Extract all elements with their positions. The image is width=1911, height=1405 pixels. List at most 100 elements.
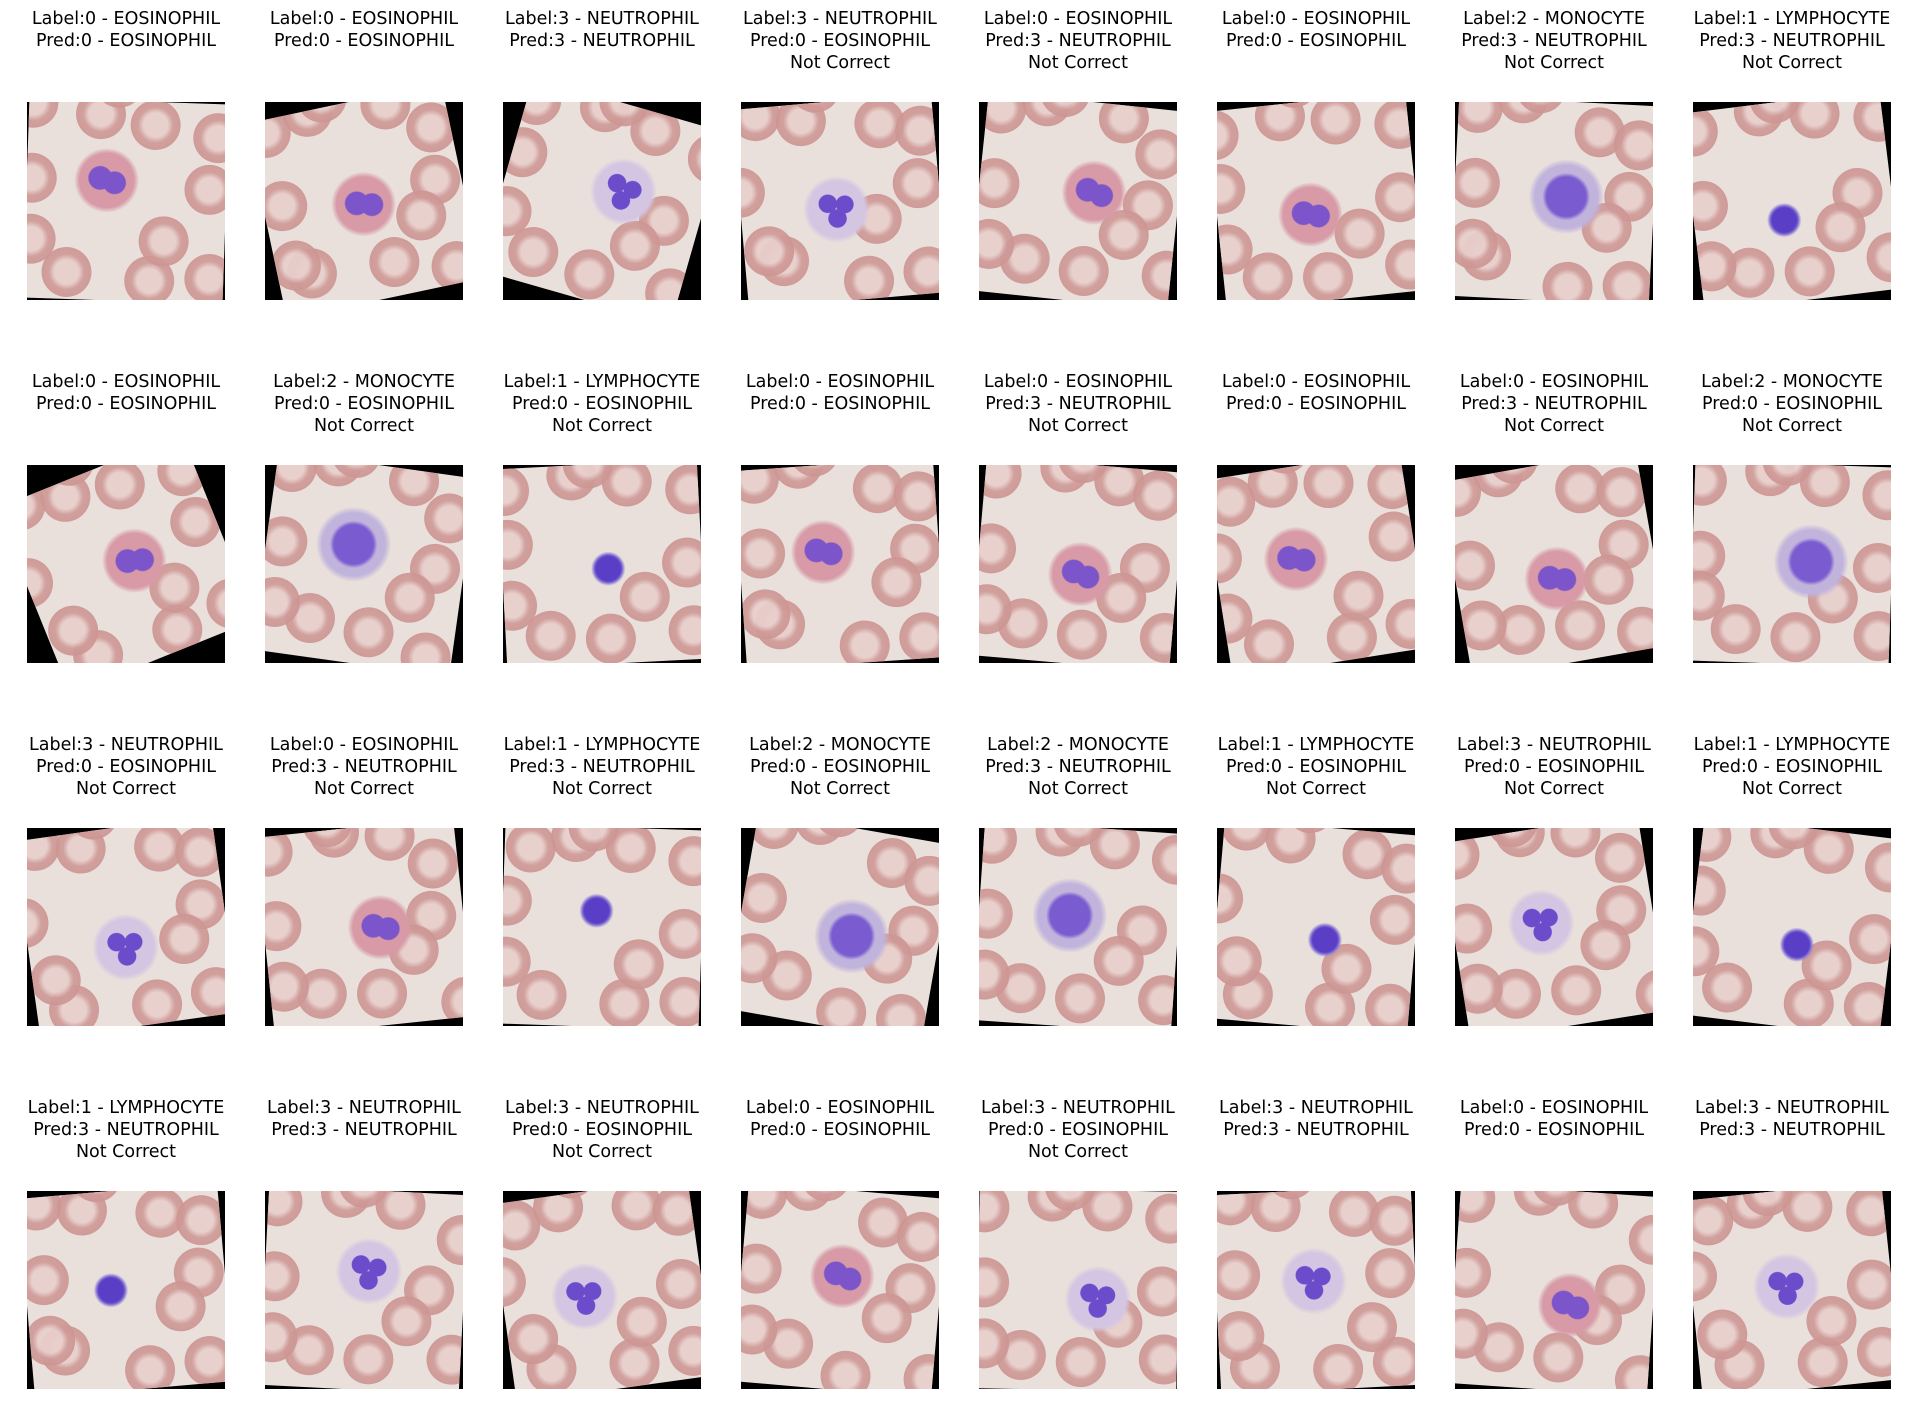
panel-caption: Label:3 - NEUTROPHIL Pred:0 - EOSINOPHIL N… <box>7 734 245 800</box>
neutrophil-cell <box>334 1236 404 1306</box>
red-blood-cell <box>1613 1353 1653 1389</box>
predicted-label: Pred:0 - EOSINOPHIL <box>750 757 930 777</box>
true-label: Label:3 - NEUTROPHIL <box>981 1098 1175 1118</box>
red-blood-cell <box>818 1348 873 1389</box>
panel-caption: Label:0 - EOSINOPHIL Pred:3 - NEUTROPHIL N… <box>959 371 1197 437</box>
panel-caption: Label:3 - NEUTROPHIL Pred:0 - EOSINOPHIL N… <box>959 1097 1197 1163</box>
red-blood-cell <box>183 253 225 300</box>
correctness-status <box>1673 1141 1911 1163</box>
nucleus <box>823 908 880 964</box>
red-blood-cell <box>1055 1336 1107 1388</box>
red-blood-cell <box>27 894 52 952</box>
red-blood-cell <box>1138 1334 1177 1385</box>
smear-background <box>27 465 225 663</box>
correctness-status: Not Correct <box>313 779 415 799</box>
red-blood-cell <box>979 521 1019 576</box>
predicted-label: Pred:3 - NEUTROPHIL <box>271 757 457 777</box>
red-blood-cell <box>1693 828 1735 865</box>
predicted-label: Pred:3 - NEUTROPHIL <box>985 394 1171 414</box>
nucleus <box>1541 171 1592 222</box>
red-blood-cell <box>890 156 939 211</box>
panel-caption: Label:0 - EOSINOPHIL Pred:0 - EOSINOPHIL <box>721 1097 959 1163</box>
correctness-status: Not Correct <box>1503 53 1605 73</box>
panel: Label:0 - EOSINOPHIL Pred:0 - EOSINOPHIL <box>721 1089 959 1389</box>
panel-caption: Label:3 - NEUTROPHIL Pred:0 - EOSINOPHIL N… <box>721 8 959 74</box>
correctness-status: Not Correct <box>551 779 653 799</box>
true-label: Label:1 - LYMPHOCYTE <box>1217 735 1415 755</box>
red-blood-cell <box>979 465 1024 501</box>
blood-smear-image <box>979 465 1177 663</box>
red-blood-cell <box>87 465 153 518</box>
smear-background <box>1455 1191 1653 1389</box>
nucleus <box>1056 550 1104 599</box>
lymphocyte-cell <box>578 893 615 929</box>
smear-background <box>265 828 463 1026</box>
red-blood-cell <box>658 976 701 1026</box>
panel-caption: Label:3 - NEUTROPHIL Pred:0 - EOSINOPHIL N… <box>1435 734 1673 800</box>
true-label: Label:1 - LYMPHOCYTE <box>27 1098 225 1118</box>
red-blood-cell <box>1863 229 1891 286</box>
smear-background <box>979 102 1177 300</box>
panel: Label:1 - LYMPHOCYTE Pred:3 - NEUTROPHIL N… <box>483 726 721 1026</box>
nucleus <box>813 186 860 233</box>
blood-smear-image <box>741 102 939 300</box>
panel: Label:1 - LYMPHOCYTE Pred:3 - NEUTROPHIL N… <box>7 1089 245 1389</box>
panel: Label:3 - NEUTROPHIL Pred:3 - NEUTROPHIL <box>1197 1089 1435 1389</box>
panel: Label:2 - MONOCYTE Pred:0 - EOSINOPHIL Not… <box>721 726 959 1026</box>
red-blood-cell <box>1769 611 1822 663</box>
correctness-status <box>245 1141 483 1163</box>
blood-smear-image <box>1693 828 1891 1026</box>
red-blood-cell <box>1455 156 1502 210</box>
true-label: Label:3 - NEUTROPHIL <box>1457 735 1651 755</box>
blood-smear-image <box>503 828 701 1026</box>
red-blood-cell <box>1363 1246 1415 1300</box>
red-blood-cell <box>1843 1191 1891 1239</box>
nucleus <box>597 165 650 218</box>
red-blood-cell <box>1150 833 1177 887</box>
red-blood-cell <box>741 526 787 581</box>
red-blood-cell <box>438 974 463 1026</box>
red-blood-cell <box>1541 260 1594 300</box>
correctness-status: Not Correct <box>75 779 177 799</box>
red-blood-cell <box>1455 465 1485 521</box>
red-blood-cell <box>741 869 791 927</box>
red-blood-cell <box>1693 862 1729 919</box>
panel-caption: Label:3 - NEUTROPHIL Pred:3 - NEUTROPHIL <box>1673 1097 1911 1163</box>
red-blood-cell <box>1137 610 1177 663</box>
red-blood-cell <box>871 990 930 1026</box>
red-blood-cell <box>1846 911 1891 967</box>
red-blood-cell <box>1217 871 1246 926</box>
red-blood-cell <box>405 835 461 891</box>
red-blood-cell <box>1531 1330 1585 1385</box>
smear-background <box>27 102 225 300</box>
smear-background <box>27 828 225 1026</box>
predicted-label: Pred:0 - EOSINOPHIL <box>1226 31 1406 51</box>
red-blood-cell <box>504 828 557 874</box>
smear-background <box>741 828 939 1026</box>
smear-background <box>1217 102 1415 300</box>
red-blood-cell <box>660 536 701 589</box>
smear-background <box>503 828 701 1026</box>
red-blood-cell <box>1144 1193 1177 1245</box>
red-blood-cell <box>1455 102 1505 135</box>
blood-smear-image <box>1455 465 1653 663</box>
red-blood-cell <box>435 1213 463 1267</box>
correctness-status <box>1197 1141 1435 1163</box>
red-blood-cell <box>340 604 397 661</box>
red-blood-cell <box>612 938 665 991</box>
red-blood-cell <box>265 176 312 236</box>
red-blood-cell <box>503 518 535 572</box>
true-label: Label:2 - MONOCYTE <box>749 735 931 755</box>
true-label: Label:2 - MONOCYTE <box>273 372 455 392</box>
lymphocyte-cell <box>92 1271 130 1309</box>
red-blood-cell <box>265 1250 301 1303</box>
true-label: Label:0 - EOSINOPHIL <box>269 735 459 755</box>
red-blood-cell <box>27 102 60 129</box>
smear-background <box>1217 465 1415 663</box>
correctness-status: Not Correct <box>313 416 415 436</box>
nucleus <box>1291 1259 1336 1304</box>
red-blood-cell <box>1367 892 1415 947</box>
red-blood-cell <box>27 550 61 616</box>
smear-background <box>503 1191 701 1389</box>
predicted-label: Pred:0 - EOSINOPHIL <box>1464 1120 1644 1140</box>
